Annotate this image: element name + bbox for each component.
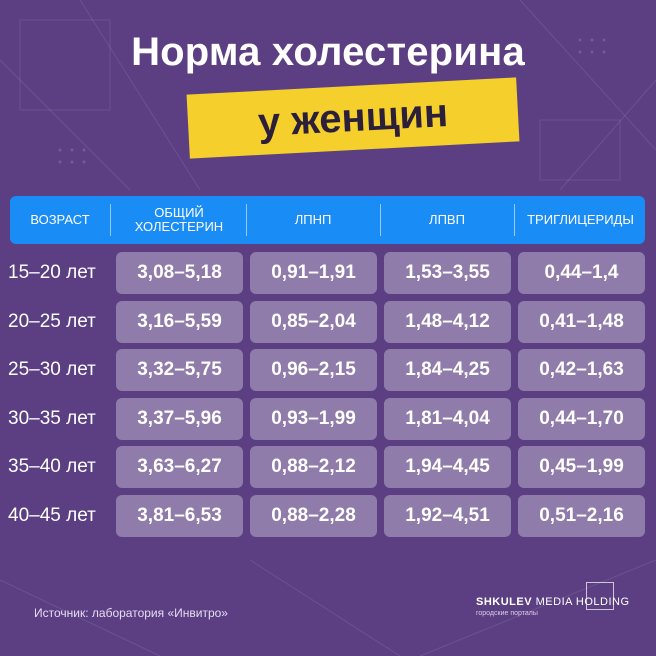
age-label: 40–45 лет <box>8 504 96 526</box>
header-hdl: ЛПВП <box>429 212 465 227</box>
value-cell: 3,32–5,75 <box>116 349 243 391</box>
header-total: ОБЩИЙ ХОЛЕСТЕРИН <box>134 205 224 234</box>
header-divider <box>110 204 111 236</box>
age-label: 20–25 лет <box>8 310 96 332</box>
value-cell: 1,81–4,04 <box>384 397 511 440</box>
header-age: ВОЗРАСТ <box>30 212 90 227</box>
table-row: 30–35 лет 3,37–5,96 0,93–1,99 1,81–4,04 0,44… <box>0 397 656 440</box>
table-row: 25–30 лет 3,32–5,75 0,96–2,15 1,84–4,25 0,42… <box>0 349 656 391</box>
age-label: 35–40 лет <box>8 456 96 477</box>
table-row: 20–25 лет 3,16–5,59 0,85–2,04 1,48–4,12 0,41… <box>0 300 656 343</box>
value-cell: 1,48–4,12 <box>384 300 511 343</box>
value-cell: 3,08–5,18 <box>116 252 243 294</box>
table-row: 35–40 лет 3,63–6,27 0,88–2,12 1,94–4,45 0,45… <box>0 446 656 488</box>
value-cell: 3,81–6,53 <box>116 494 243 537</box>
value-cell: 1,53–3,55 <box>384 252 511 294</box>
value-cell: 0,96–2,15 <box>250 349 377 391</box>
value-cell: 0,44–1,70 <box>518 397 645 440</box>
logo: SHKULEV MEDIA HOLDING городские порталы <box>476 596 630 617</box>
value-cell: 0,88–2,28 <box>250 494 377 537</box>
logo-brand: SHKULEV <box>476 596 533 608</box>
value-cell: 0,91–1,91 <box>250 252 377 294</box>
value-cell: 0,41–1,48 <box>518 300 645 343</box>
value-cell: 0,44–1,4 <box>518 252 645 294</box>
header-triglycerides: ТРИГЛИЦЕРИДЫ <box>527 212 634 227</box>
logo-tagline: городские порталы <box>476 610 538 617</box>
header-divider <box>380 204 381 236</box>
value-cell: 0,85–2,04 <box>250 300 377 343</box>
table-row: 15–20 лет 3,08–5,18 0,91–1,91 1,53–3,55 0,44… <box>0 252 656 294</box>
value-cell: 0,88–2,12 <box>250 446 377 488</box>
header-ldl: ЛПНП <box>294 212 332 227</box>
logo-frame <box>586 582 614 610</box>
value-cell: 0,93–1,99 <box>250 397 377 440</box>
value-cell: 3,37–5,96 <box>116 397 243 440</box>
table-header: ВОЗРАСТ ОБЩИЙ ХОЛЕСТЕРИН ЛПНП ЛПВП ТРИГЛ… <box>10 196 645 244</box>
age-label: 30–35 лет <box>8 407 96 429</box>
table-row: 40–45 лет 3,81–6,53 0,88–2,28 1,92–4,51 0,51… <box>0 494 656 537</box>
value-cell: 1,92–4,51 <box>384 494 511 537</box>
header-divider <box>514 204 515 236</box>
age-label: 15–20 лет <box>8 262 96 283</box>
value-cell: 0,45–1,99 <box>518 446 645 488</box>
logo-suffix: MEDIA HOLDING <box>535 596 630 608</box>
value-cell: 1,94–4,45 <box>384 446 511 488</box>
value-cell: 3,63–6,27 <box>116 446 243 488</box>
page-title: Норма холестерина <box>131 30 525 74</box>
value-cell: 0,51–2,16 <box>518 494 645 537</box>
age-label: 25–30 лет <box>8 359 96 380</box>
value-cell: 0,42–1,63 <box>518 349 645 391</box>
value-cell: 3,16–5,59 <box>116 300 243 343</box>
source-note: Источник: лаборатория «Инвитро» <box>34 606 228 620</box>
header-divider <box>246 204 247 236</box>
value-cell: 1,84–4,25 <box>384 349 511 391</box>
